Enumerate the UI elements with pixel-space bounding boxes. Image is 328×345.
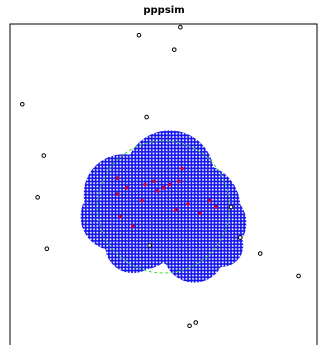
cluster-point — [198, 211, 203, 216]
cluster-points — [115, 166, 218, 229]
cluster-point — [167, 182, 172, 187]
cluster-point — [161, 185, 166, 190]
scatter-point — [237, 235, 243, 240]
background-points — [19, 24, 301, 329]
scatter-point — [41, 153, 47, 158]
plot-frame — [9, 23, 318, 345]
scatter-point — [178, 24, 183, 30]
scatter-point — [193, 320, 199, 325]
plot-border — [9, 23, 318, 345]
scatter-point — [257, 251, 263, 256]
cluster-point — [177, 179, 181, 184]
scatter-point — [187, 323, 192, 329]
scatter-point — [228, 204, 234, 210]
cluster-point — [143, 182, 147, 187]
scatter-point — [19, 101, 25, 107]
cluster-point — [140, 198, 144, 203]
chart-title: pppsim — [143, 5, 184, 16]
cluster-point — [115, 176, 120, 180]
cluster-point — [118, 214, 123, 219]
cluster-disc-7 — [105, 217, 161, 274]
cluster-point — [155, 189, 160, 193]
scatter-point — [144, 114, 149, 120]
cluster-point — [124, 185, 129, 190]
cluster-point — [131, 224, 135, 229]
cluster-point — [213, 205, 218, 209]
scatter-point — [147, 243, 152, 248]
cluster-region — [80, 130, 247, 283]
cluster-point — [180, 166, 184, 171]
cluster-point — [207, 198, 212, 203]
scatter-point — [35, 195, 40, 200]
cluster-point — [115, 192, 120, 196]
scatter-point — [171, 47, 177, 52]
scatter-point — [136, 32, 142, 38]
cluster-point — [152, 179, 157, 184]
cluster-point — [173, 208, 178, 212]
scatter-point — [296, 273, 301, 279]
scatter-point — [44, 246, 50, 251]
cluster-point — [186, 201, 190, 206]
cluster-disc-9 — [200, 224, 244, 267]
